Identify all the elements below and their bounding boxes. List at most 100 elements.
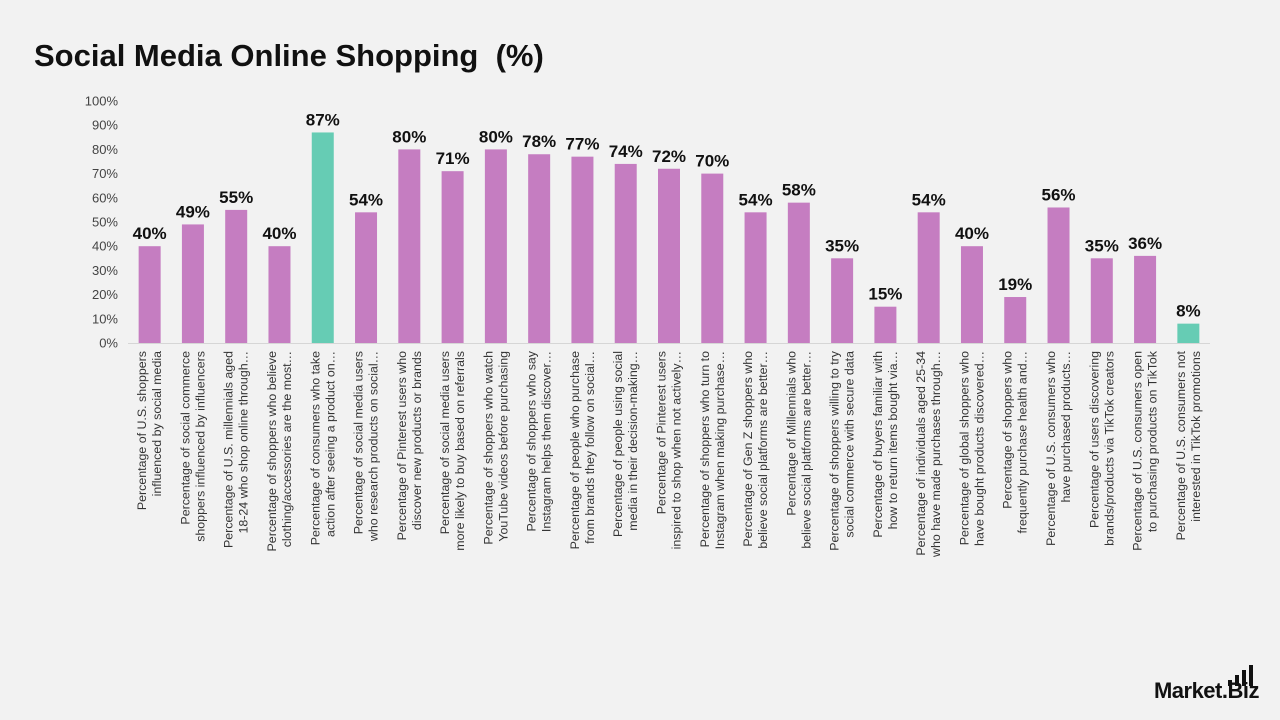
- data-label: 35%: [1085, 236, 1119, 255]
- x-tick-label: Percentage of Pinterest users who discove…: [395, 351, 424, 541]
- data-label: 15%: [868, 285, 902, 304]
- x-tick-label-line: Percentage of Pinterest users who: [395, 351, 409, 541]
- x-tick-label-line: Percentage of U.S. consumers open: [1131, 351, 1145, 551]
- y-tick-label: 80%: [92, 142, 118, 157]
- data-label: 77%: [565, 135, 599, 154]
- data-label: 80%: [479, 127, 513, 146]
- bar: [1004, 297, 1027, 343]
- x-tick-label: Percentage of consumers who take action a…: [308, 351, 337, 545]
- x-tick-label-line: Instagram when making purchase…: [713, 351, 727, 549]
- bar: [874, 306, 897, 343]
- data-label: 40%: [262, 224, 296, 243]
- data-label: 58%: [782, 181, 816, 200]
- x-tick-label-line: inspired to shop when not actively…: [670, 351, 684, 549]
- bar: [614, 163, 637, 343]
- bar: [787, 202, 810, 343]
- y-tick-label: 50%: [92, 215, 118, 230]
- bar: [181, 224, 204, 343]
- x-tick-label-line: from brands they follow on social…: [583, 351, 597, 544]
- x-tick-label-line: believe social platforms are better…: [756, 351, 770, 549]
- y-tick-label: 90%: [92, 118, 118, 133]
- x-tick-label: Percentage of U.S. shoppers influenced by…: [135, 351, 164, 510]
- x-tick-label-line: more likely to buy based on referrals: [453, 351, 467, 551]
- bars: [138, 132, 1200, 343]
- bar: [571, 156, 594, 343]
- data-label: 54%: [912, 190, 946, 209]
- bar-chart-logo-icon: [1228, 665, 1253, 686]
- data-label: 40%: [133, 224, 167, 243]
- bar: [528, 154, 551, 343]
- bar: [701, 173, 724, 343]
- x-tick-label: Percentage of global shoppers who have bo…: [957, 351, 986, 546]
- x-tick-label-line: frequently purchase health and…: [1016, 351, 1030, 534]
- x-tick-label-line: Percentage of shoppers who say: [525, 350, 539, 531]
- x-tick-label-line: brands/products via TikTok creators: [1102, 351, 1116, 546]
- x-tick-label-line: Percentage of global shoppers who: [957, 351, 971, 545]
- x-tick-label: Percentage of people who purchase from br…: [568, 351, 597, 549]
- x-tick-label-line: Percentage of people who purchase: [568, 351, 582, 549]
- x-tick-label-line: media in their decision-making…: [626, 351, 640, 531]
- x-tick-label: Percentage of shoppers who frequently pur…: [1001, 351, 1030, 534]
- chart-title: Social Media Online Shopping (%): [34, 38, 544, 73]
- data-label: 70%: [695, 152, 729, 171]
- value-labels: 40% 49% 55% 40% 87% 54% 80% 71% 80% 78% 77% 74% 72% 7…: [133, 110, 1201, 320]
- data-label: 19%: [998, 275, 1032, 294]
- x-tick-label-line: Percentage of U.S. consumers not: [1174, 350, 1188, 540]
- bar: [744, 212, 767, 343]
- bar: [138, 246, 161, 343]
- x-tick-label-line: Percentage of U.S. millennials aged: [222, 351, 236, 548]
- data-label: 55%: [219, 188, 253, 207]
- x-tick-label-line: believe social platforms are better…: [799, 351, 813, 549]
- x-tick-label-line: 18-24 who shop online through…: [237, 351, 251, 534]
- bar: [1177, 323, 1200, 343]
- x-tick-label: Percentage of U.S. consumers open to purc…: [1131, 350, 1160, 551]
- x-tick-label: Percentage of Pinterest users inspired to…: [655, 351, 684, 549]
- x-tick-label: Percentage of shoppers who turn to Instag…: [698, 351, 727, 549]
- x-tick-label: Percentage of shoppers who watch YouTube …: [481, 351, 510, 545]
- bar: [441, 171, 464, 343]
- data-label: 8%: [1176, 302, 1201, 321]
- y-tick-label: 70%: [92, 166, 118, 181]
- x-tick-label-line: who research products on social…: [367, 351, 381, 542]
- bar: [917, 212, 940, 343]
- x-tick-label-line: Percentage of shoppers who turn to: [698, 351, 712, 547]
- data-label: 40%: [955, 224, 989, 243]
- category-labels: Percentage of U.S. shoppers influenced by…: [135, 350, 1203, 558]
- data-label: 80%: [392, 127, 426, 146]
- x-tick-label-line: Percentage of Millennials who: [784, 351, 798, 516]
- x-tick-label-line: Percentage of U.S. shoppers: [135, 351, 149, 510]
- x-tick-label: Percentage of U.S. consumers who have pur…: [1044, 351, 1073, 546]
- bar: [484, 149, 507, 343]
- x-tick-label-line: have bought products discovered…: [972, 351, 986, 546]
- x-tick-label-line: to purchasing products on TikTok: [1146, 350, 1160, 532]
- x-tick-label-line: Percentage of Gen Z shoppers who: [741, 351, 755, 547]
- data-label: 49%: [176, 202, 210, 221]
- x-tick-label: Percentage of Millennials who believe soc…: [784, 351, 813, 549]
- x-tick-label-line: Percentage of social media users: [352, 351, 366, 534]
- bar: [658, 168, 680, 343]
- bar: [398, 149, 421, 343]
- x-tick-label: Percentage of U.S. millennials aged 18-24…: [222, 351, 251, 548]
- data-label: 54%: [739, 190, 773, 209]
- bar: [268, 246, 291, 343]
- x-tick-label-line: Percentage of social media users: [438, 351, 452, 534]
- x-tick-label-line: Percentage of shoppers who believe: [265, 351, 279, 552]
- x-tick-label-line: clothing/accessories are the most…: [280, 351, 294, 547]
- y-tick-label: 100%: [85, 94, 119, 109]
- bar: [355, 212, 378, 343]
- x-tick-label: Percentage of shoppers who believe clothi…: [265, 351, 294, 552]
- data-label: 72%: [652, 147, 686, 166]
- bar: [1047, 207, 1070, 343]
- data-label: 56%: [1042, 185, 1076, 204]
- brand-logo: Market.Biz: [1154, 664, 1260, 704]
- x-tick-label-line: influenced by social media: [150, 351, 164, 496]
- y-tick-label: 30%: [92, 263, 118, 278]
- x-tick-label-line: Percentage of shoppers who watch: [481, 351, 495, 545]
- x-tick-label-line: YouTube videos before purchasing: [496, 351, 510, 542]
- y-tick-label: 10%: [92, 311, 118, 326]
- bar: [960, 246, 983, 343]
- bar: [225, 209, 248, 343]
- x-tick-label: Percentage of social media users who rese…: [352, 351, 381, 542]
- x-tick-label-line: interested in TikTok promotions: [1189, 351, 1203, 522]
